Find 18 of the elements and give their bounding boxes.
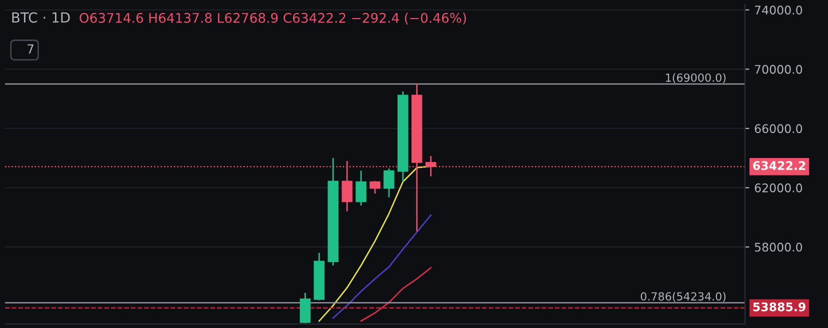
candlestick xyxy=(370,180,380,194)
candlestick xyxy=(384,168,394,198)
ref-line-label: 53885.9 xyxy=(753,302,806,312)
ref-line-label: 0.786(54234.0) xyxy=(640,292,726,302)
y-tick-label: 74000.0 xyxy=(754,6,802,15)
candlestick xyxy=(300,292,311,324)
y-tick-label: 62000.0 xyxy=(754,183,802,192)
y-tick-label: 66000.0 xyxy=(754,124,802,134)
ref-line-label: 1(69000.0) xyxy=(666,73,726,84)
annotation: O63714.6 H64137.8 L62768.9 C63422.2 −292.4 (−0.46%) xyxy=(80,12,466,24)
line-series xyxy=(332,214,432,319)
line-series xyxy=(360,267,432,322)
chart-title: BTC · 1D xyxy=(12,12,70,23)
y-tick-label: 58000.0 xyxy=(754,242,802,252)
y-tick-label: 70000.0 xyxy=(754,64,802,74)
annotation: 7 xyxy=(28,44,34,54)
candlestick xyxy=(356,170,366,206)
ref-line-label: 63422.2 xyxy=(753,161,806,170)
